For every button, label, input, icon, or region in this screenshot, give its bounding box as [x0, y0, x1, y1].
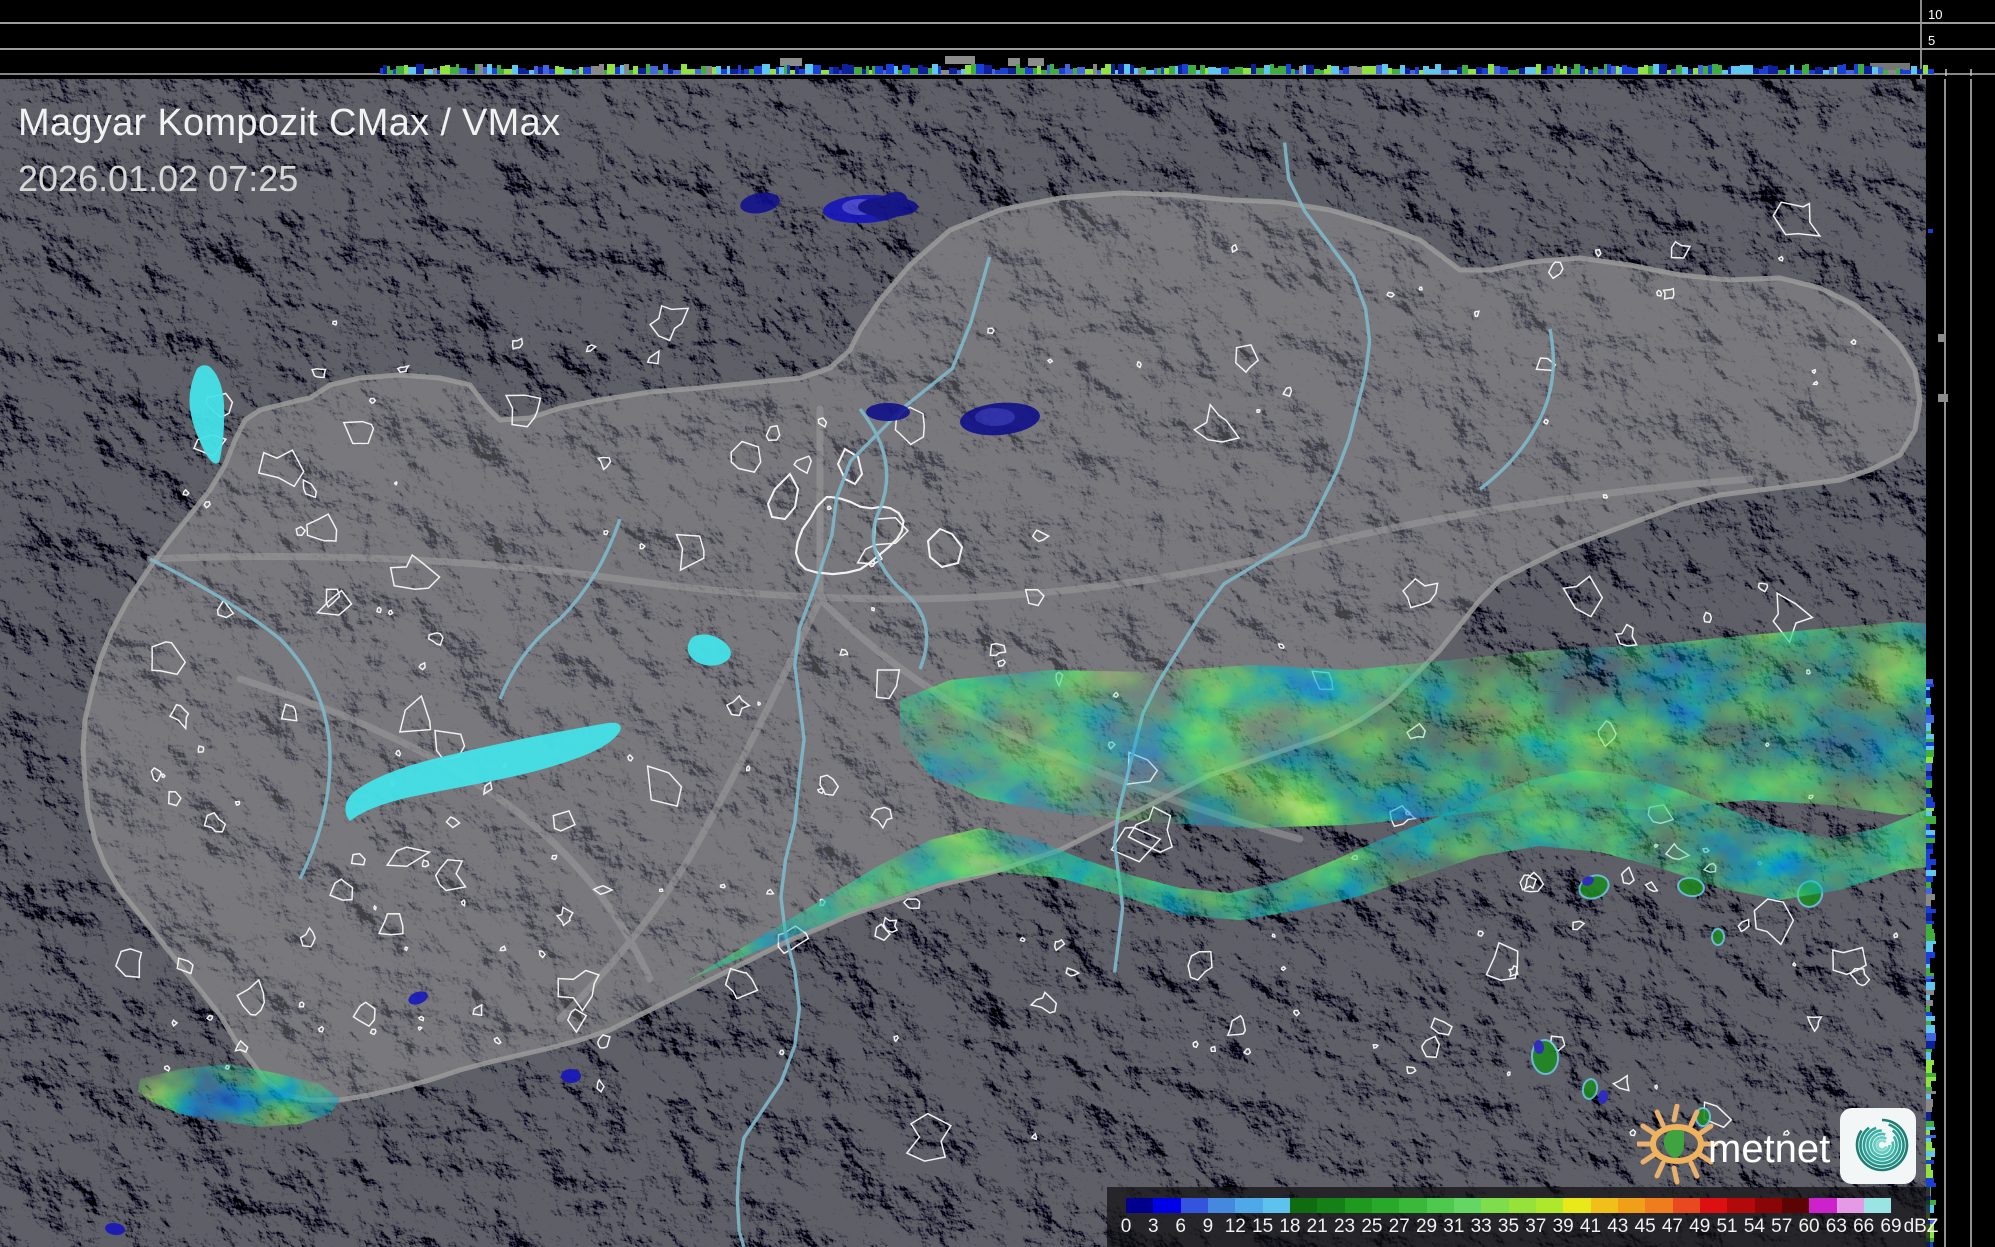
svg-text:metnet: metnet — [1708, 1127, 1830, 1171]
svg-text:5: 5 — [1928, 33, 1935, 48]
svg-text:10: 10 — [1928, 7, 1942, 22]
